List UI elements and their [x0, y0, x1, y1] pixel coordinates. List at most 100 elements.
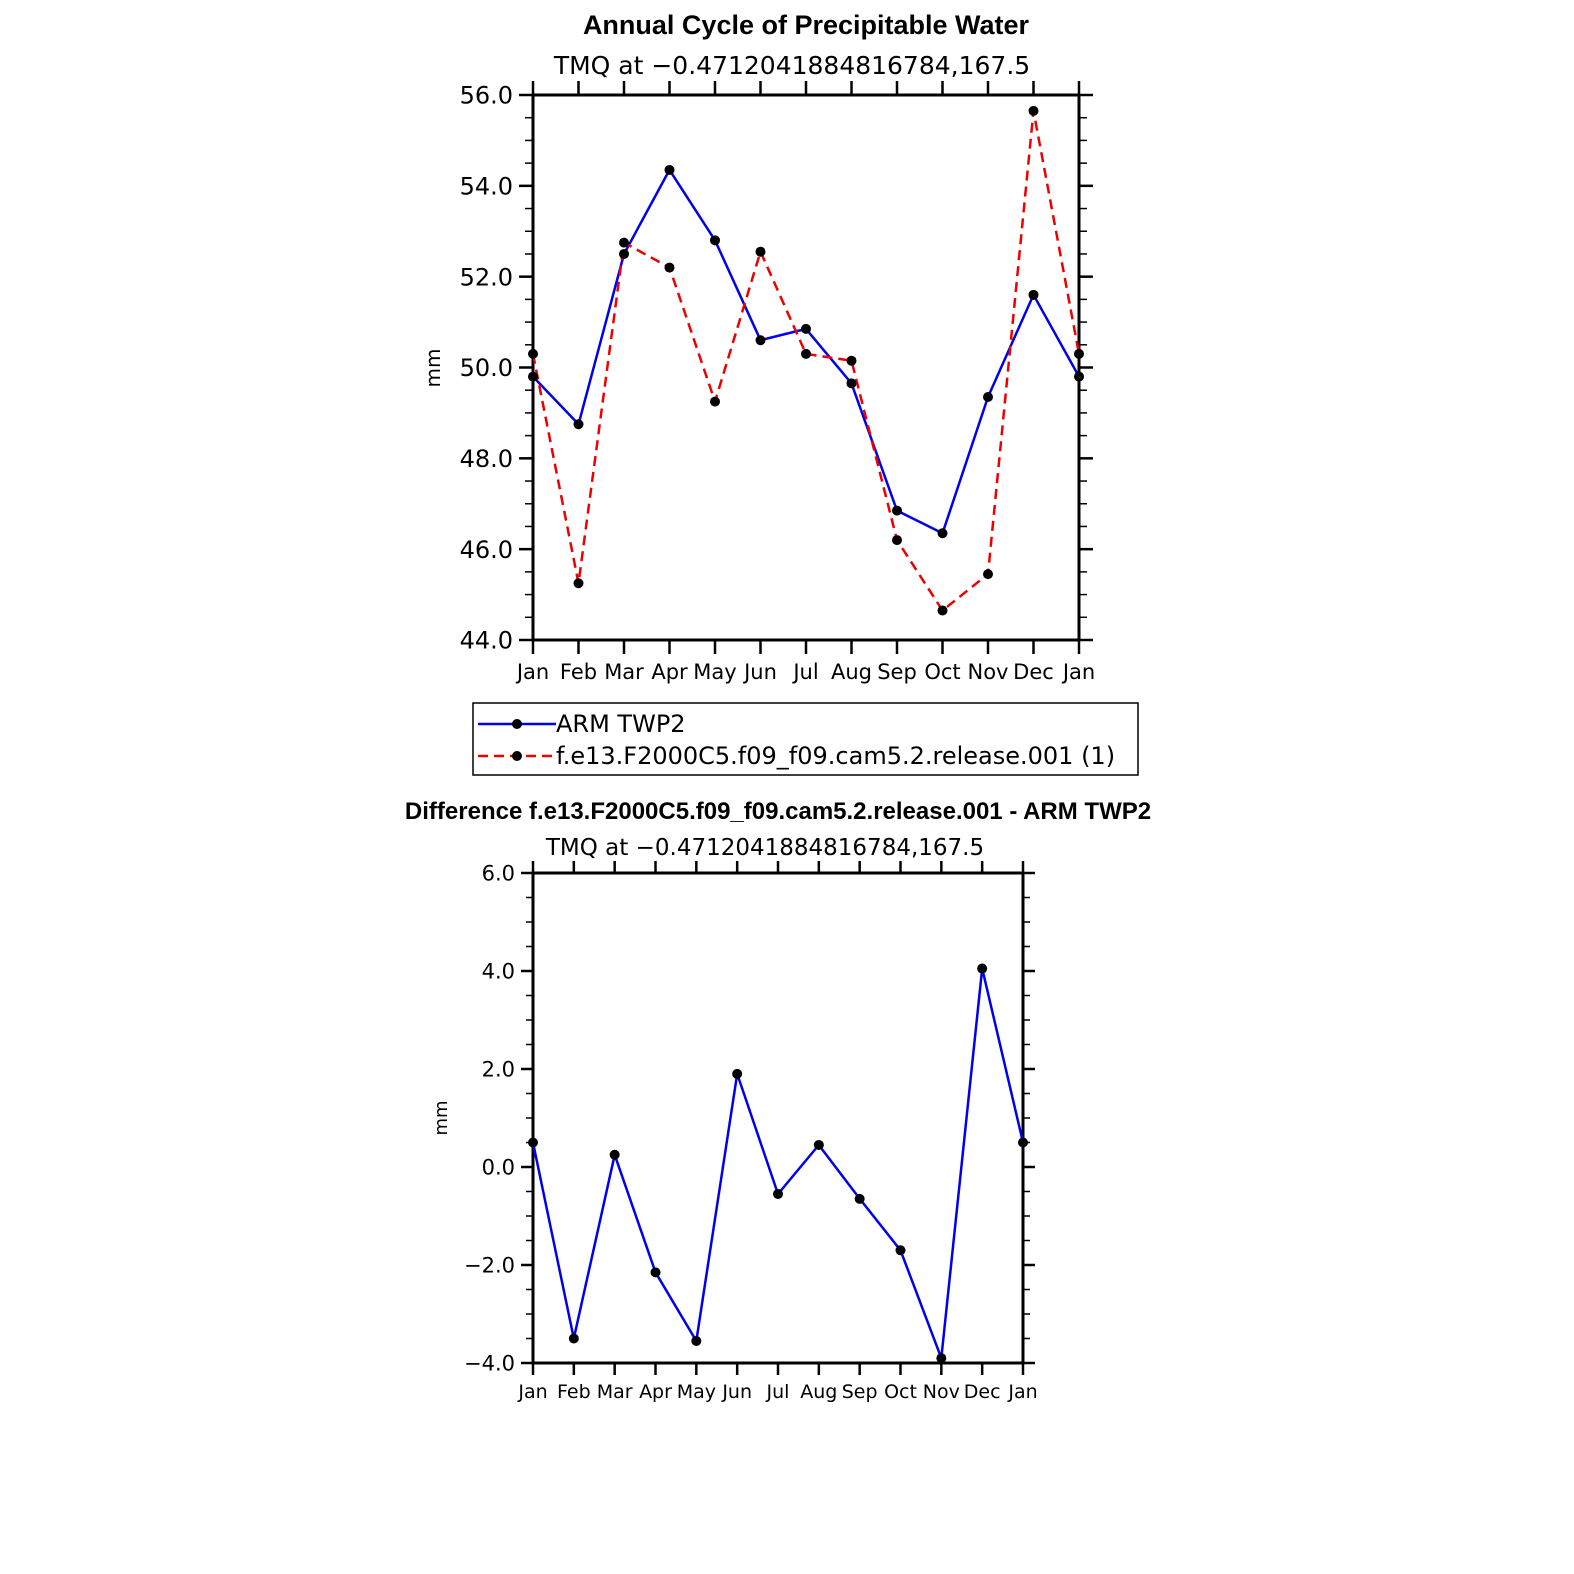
- x-tick-label: Jan: [515, 660, 549, 684]
- data-point-s0-7: [846, 378, 857, 389]
- y-tick-label: 6.0: [482, 862, 515, 886]
- data-point-s0-1: [568, 1333, 579, 1344]
- y-tick-label: 4.0: [482, 960, 515, 984]
- x-tick-label: Jan: [1061, 660, 1095, 684]
- y-axis-label: mm: [421, 349, 445, 388]
- data-point-s0-12: [1074, 371, 1084, 382]
- x-tick-label: Apr: [651, 660, 688, 684]
- y-tick-label: 48.0: [460, 445, 513, 473]
- x-tick-label: Apr: [639, 1381, 672, 1403]
- data-point-s0-1: [573, 419, 584, 430]
- x-tick-label: Jun: [742, 660, 777, 684]
- data-point-s0-10: [983, 392, 993, 403]
- x-tick-label: May: [693, 660, 736, 684]
- plot-frame: [531, 93, 1081, 642]
- data-point-s1-3: [664, 262, 675, 273]
- data-point-s0-2: [619, 248, 629, 259]
- y-tick-label: 52.0: [460, 263, 513, 291]
- x-tick-label: Feb: [557, 1381, 591, 1403]
- y-tick-label: 54.0: [460, 172, 513, 200]
- data-point-s1-10: [983, 569, 993, 580]
- series-layer: [528, 105, 1084, 616]
- x-tick-label: Mar: [597, 1381, 633, 1403]
- x-tick-label: Dec: [964, 1381, 1001, 1403]
- y-tick-label: 2.0: [482, 1058, 515, 1082]
- x-tick-label: Oct: [924, 660, 960, 684]
- chart-subtitle: TMQ at −0.4712041884816784,167.5: [553, 51, 1030, 80]
- series-layer: [528, 963, 1028, 1364]
- chart-title: Annual Cycle of Precipitable Water: [583, 10, 1030, 40]
- axis-ticks: Jan Feb Mar Apr May Jun Jul Aug Sep Oct Nov Dec Jan−…: [464, 861, 1038, 1403]
- legend: ARM TWP2 f.e13.F2000C5.f09_f09.cam5.2.re…: [472, 702, 1139, 776]
- data-point-s0-0: [528, 1137, 538, 1148]
- plot-border: [531, 93, 1081, 642]
- x-tick-label: Feb: [560, 660, 597, 684]
- x-tick-label: Nov: [923, 1381, 960, 1403]
- data-point-s1-0: [528, 348, 538, 359]
- data-point-s0-12: [1018, 1137, 1028, 1148]
- data-point-s0-5: [755, 335, 766, 346]
- data-point-s0-9: [895, 1245, 906, 1256]
- x-tick-label: Sep: [842, 1381, 878, 1403]
- data-point-s0-5: [732, 1068, 743, 1079]
- data-point-s1-4: [710, 396, 720, 407]
- chart-subtitle: TMQ at −0.4712041884816784,167.5: [545, 835, 984, 861]
- data-point-s0-9: [937, 528, 948, 539]
- series-line-0: [531, 967, 1025, 1360]
- x-tick-label: Oct: [884, 1381, 917, 1403]
- data-point-s1-5: [755, 246, 766, 257]
- x-tick-label: Aug: [831, 660, 872, 684]
- data-point-s0-2: [609, 1149, 620, 1160]
- data-point-s1-6: [801, 348, 811, 359]
- data-point-s0-4: [691, 1335, 702, 1346]
- legend-label-model: f.e13.F2000C5.f09_f09.cam5.2.release.001…: [556, 742, 1115, 770]
- x-tick-label: Dec: [1013, 660, 1054, 684]
- legend-marker-model: [512, 751, 522, 761]
- data-point-s0-3: [650, 1267, 661, 1278]
- x-tick-label: Jan: [1007, 1381, 1037, 1403]
- data-point-s0-10: [936, 1353, 947, 1364]
- y-tick-label: 0.0: [482, 1156, 515, 1180]
- data-point-s1-11: [1028, 105, 1039, 116]
- axis-ticks: Jan Feb Mar Apr May Jun Jul Aug Sep Oct Nov Dec Jan4…: [460, 81, 1095, 684]
- data-point-s1-1: [573, 578, 584, 589]
- data-point-s1-8: [892, 535, 902, 546]
- data-point-s0-6: [773, 1188, 783, 1199]
- data-point-s0-7: [813, 1139, 824, 1150]
- y-tick-label: −4.0: [464, 1352, 515, 1376]
- data-point-s0-11: [977, 963, 988, 974]
- data-point-s1-2: [619, 237, 629, 248]
- y-axis-label: mm: [431, 1100, 452, 1135]
- data-point-s0-3: [664, 164, 675, 175]
- data-point-s0-4: [710, 235, 720, 246]
- legend-marker-arm: [512, 719, 522, 729]
- data-point-s1-9: [937, 605, 948, 616]
- data-point-s1-7: [846, 355, 857, 366]
- data-point-s0-0: [528, 371, 538, 382]
- y-tick-label: 56.0: [460, 82, 513, 110]
- x-tick-label: Nov: [968, 660, 1009, 684]
- x-tick-label: Jul: [791, 660, 818, 684]
- legend-label-arm: ARM TWP2: [556, 710, 686, 738]
- y-tick-label: 44.0: [460, 627, 513, 655]
- x-tick-label: Mar: [604, 660, 644, 684]
- data-point-s0-8: [854, 1193, 865, 1204]
- x-tick-label: Aug: [800, 1381, 837, 1403]
- y-tick-label: 50.0: [460, 354, 513, 382]
- chart-annual-cycle: Annual Cycle of Precipitable Water TMQ a…: [421, 10, 1139, 776]
- x-tick-label: Jul: [766, 1381, 790, 1403]
- data-point-s0-6: [801, 323, 811, 334]
- y-tick-label: 46.0: [460, 536, 513, 564]
- x-tick-label: Sep: [877, 660, 917, 684]
- x-tick-label: Jan: [517, 1381, 547, 1403]
- data-point-s0-8: [892, 505, 902, 516]
- legend-box: [472, 702, 1139, 776]
- data-point-s0-11: [1028, 289, 1039, 300]
- chart-title: Difference f.e13.F2000C5.f09_f09.cam5.2.…: [405, 798, 1151, 825]
- chart-difference: Difference f.e13.F2000C5.f09_f09.cam5.2.…: [405, 798, 1151, 1403]
- x-tick-label: Jun: [721, 1381, 752, 1403]
- data-point-s1-12: [1074, 348, 1084, 359]
- x-tick-label: May: [677, 1381, 716, 1403]
- y-tick-label: −2.0: [464, 1254, 515, 1278]
